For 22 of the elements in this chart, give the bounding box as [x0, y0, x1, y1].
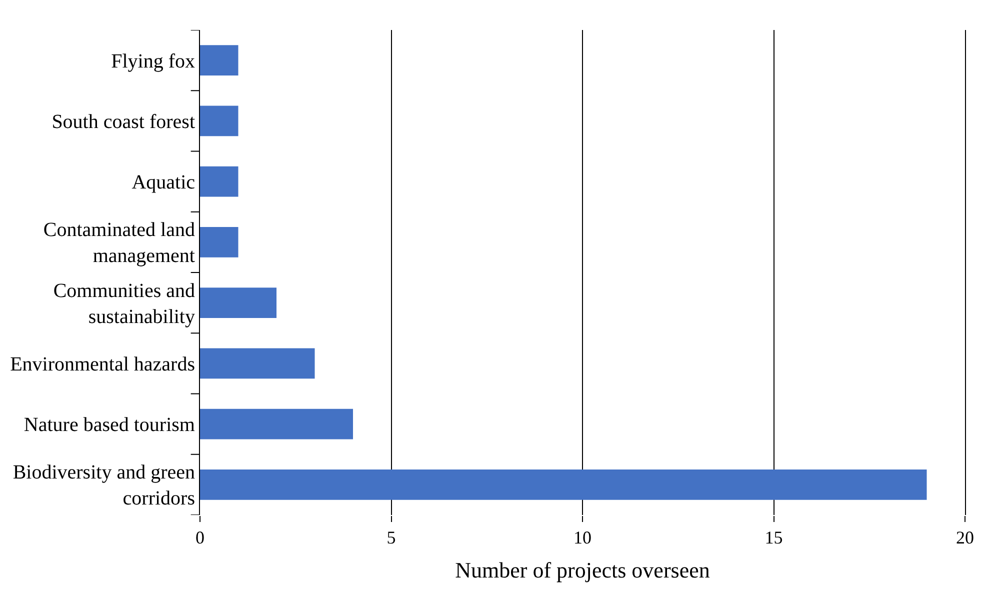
bar — [200, 470, 927, 500]
x-tick-label: 5 — [386, 528, 396, 548]
y-tick-label: Communities and sustainability — [53, 280, 195, 328]
y-tick-label: Biodiversity and green corridors — [12, 462, 196, 510]
y-tick-label: Flying fox — [111, 50, 195, 72]
y-tick-label: Environmental hazards — [10, 353, 196, 376]
y-tick-label: Nature based tourism — [24, 414, 196, 436]
x-tick-label: 0 — [196, 528, 204, 548]
x-tick-label: 15 — [764, 528, 783, 548]
x-tick-label: 20 — [956, 528, 974, 548]
bar — [200, 408, 353, 440]
y-tick-label: Aquatic — [132, 172, 196, 194]
bar — [200, 288, 276, 318]
x-tick-label: 10 — [574, 528, 592, 548]
bar — [200, 106, 238, 136]
bar — [200, 45, 238, 76]
bar — [200, 227, 238, 258]
y-tick-label: South coast forest — [52, 110, 196, 133]
bar — [200, 348, 315, 379]
y-tick-label: Contaminated land management — [43, 219, 196, 268]
bar — [200, 166, 238, 197]
x-axis-title: Number of projects overseen — [455, 558, 710, 582]
